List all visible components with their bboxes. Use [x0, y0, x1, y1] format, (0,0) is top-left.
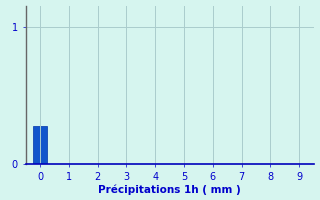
Bar: [33, 126, 47, 164]
X-axis label: Précipitations 1h ( mm ): Précipitations 1h ( mm ): [98, 184, 241, 195]
